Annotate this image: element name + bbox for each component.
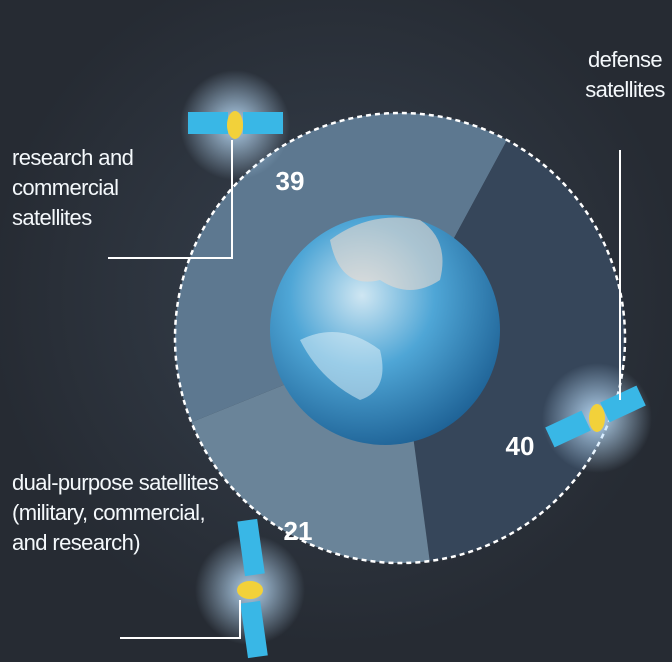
land	[330, 217, 443, 290]
value-label: 40	[506, 431, 535, 461]
satellite	[180, 70, 290, 180]
satellite	[195, 518, 305, 659]
value-label: 39	[276, 166, 305, 196]
satellite	[542, 363, 652, 473]
orbit	[173, 111, 627, 565]
category-label: research and commercial satellites	[12, 145, 134, 230]
leader-line	[120, 600, 241, 639]
cloud	[300, 332, 383, 400]
category-label: defense satellites	[585, 47, 665, 102]
category-label: dual-purpose satellites (military, comme…	[12, 470, 219, 555]
earth	[270, 215, 500, 445]
value-label: 21	[284, 516, 313, 546]
leader-line	[108, 140, 233, 259]
